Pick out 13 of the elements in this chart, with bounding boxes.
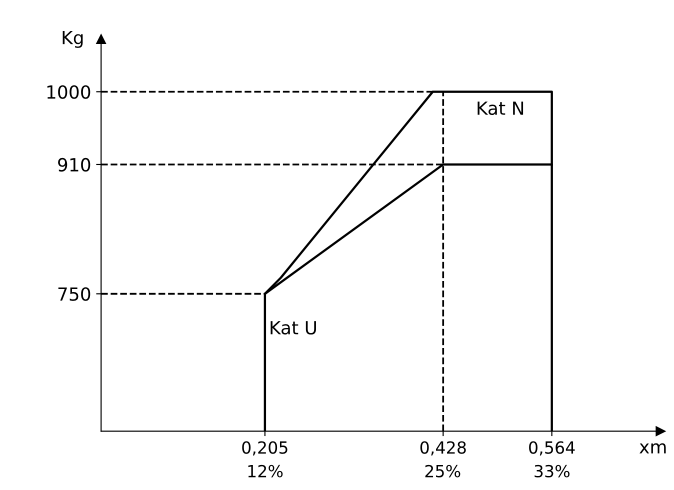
y-tick-label: 1000	[47, 85, 90, 99]
annotation: Kat N	[478, 102, 524, 115]
y-axis-title: Kg	[62, 31, 83, 48]
x2-tick-label: 33%	[534, 464, 570, 478]
y-tick-label: 910	[58, 158, 90, 172]
annotation: Kat U	[270, 321, 316, 335]
y-tick-label: 750	[58, 287, 90, 301]
x-tick-label: 0,564	[529, 441, 575, 456]
x2-tick-label: 25%	[425, 464, 460, 478]
x-tick-label: 0,428	[420, 441, 466, 456]
x-axis-title: xm	[640, 443, 666, 454]
x-tick-label: 0,205	[242, 441, 288, 456]
x2-tick-label: 12%	[248, 464, 283, 478]
